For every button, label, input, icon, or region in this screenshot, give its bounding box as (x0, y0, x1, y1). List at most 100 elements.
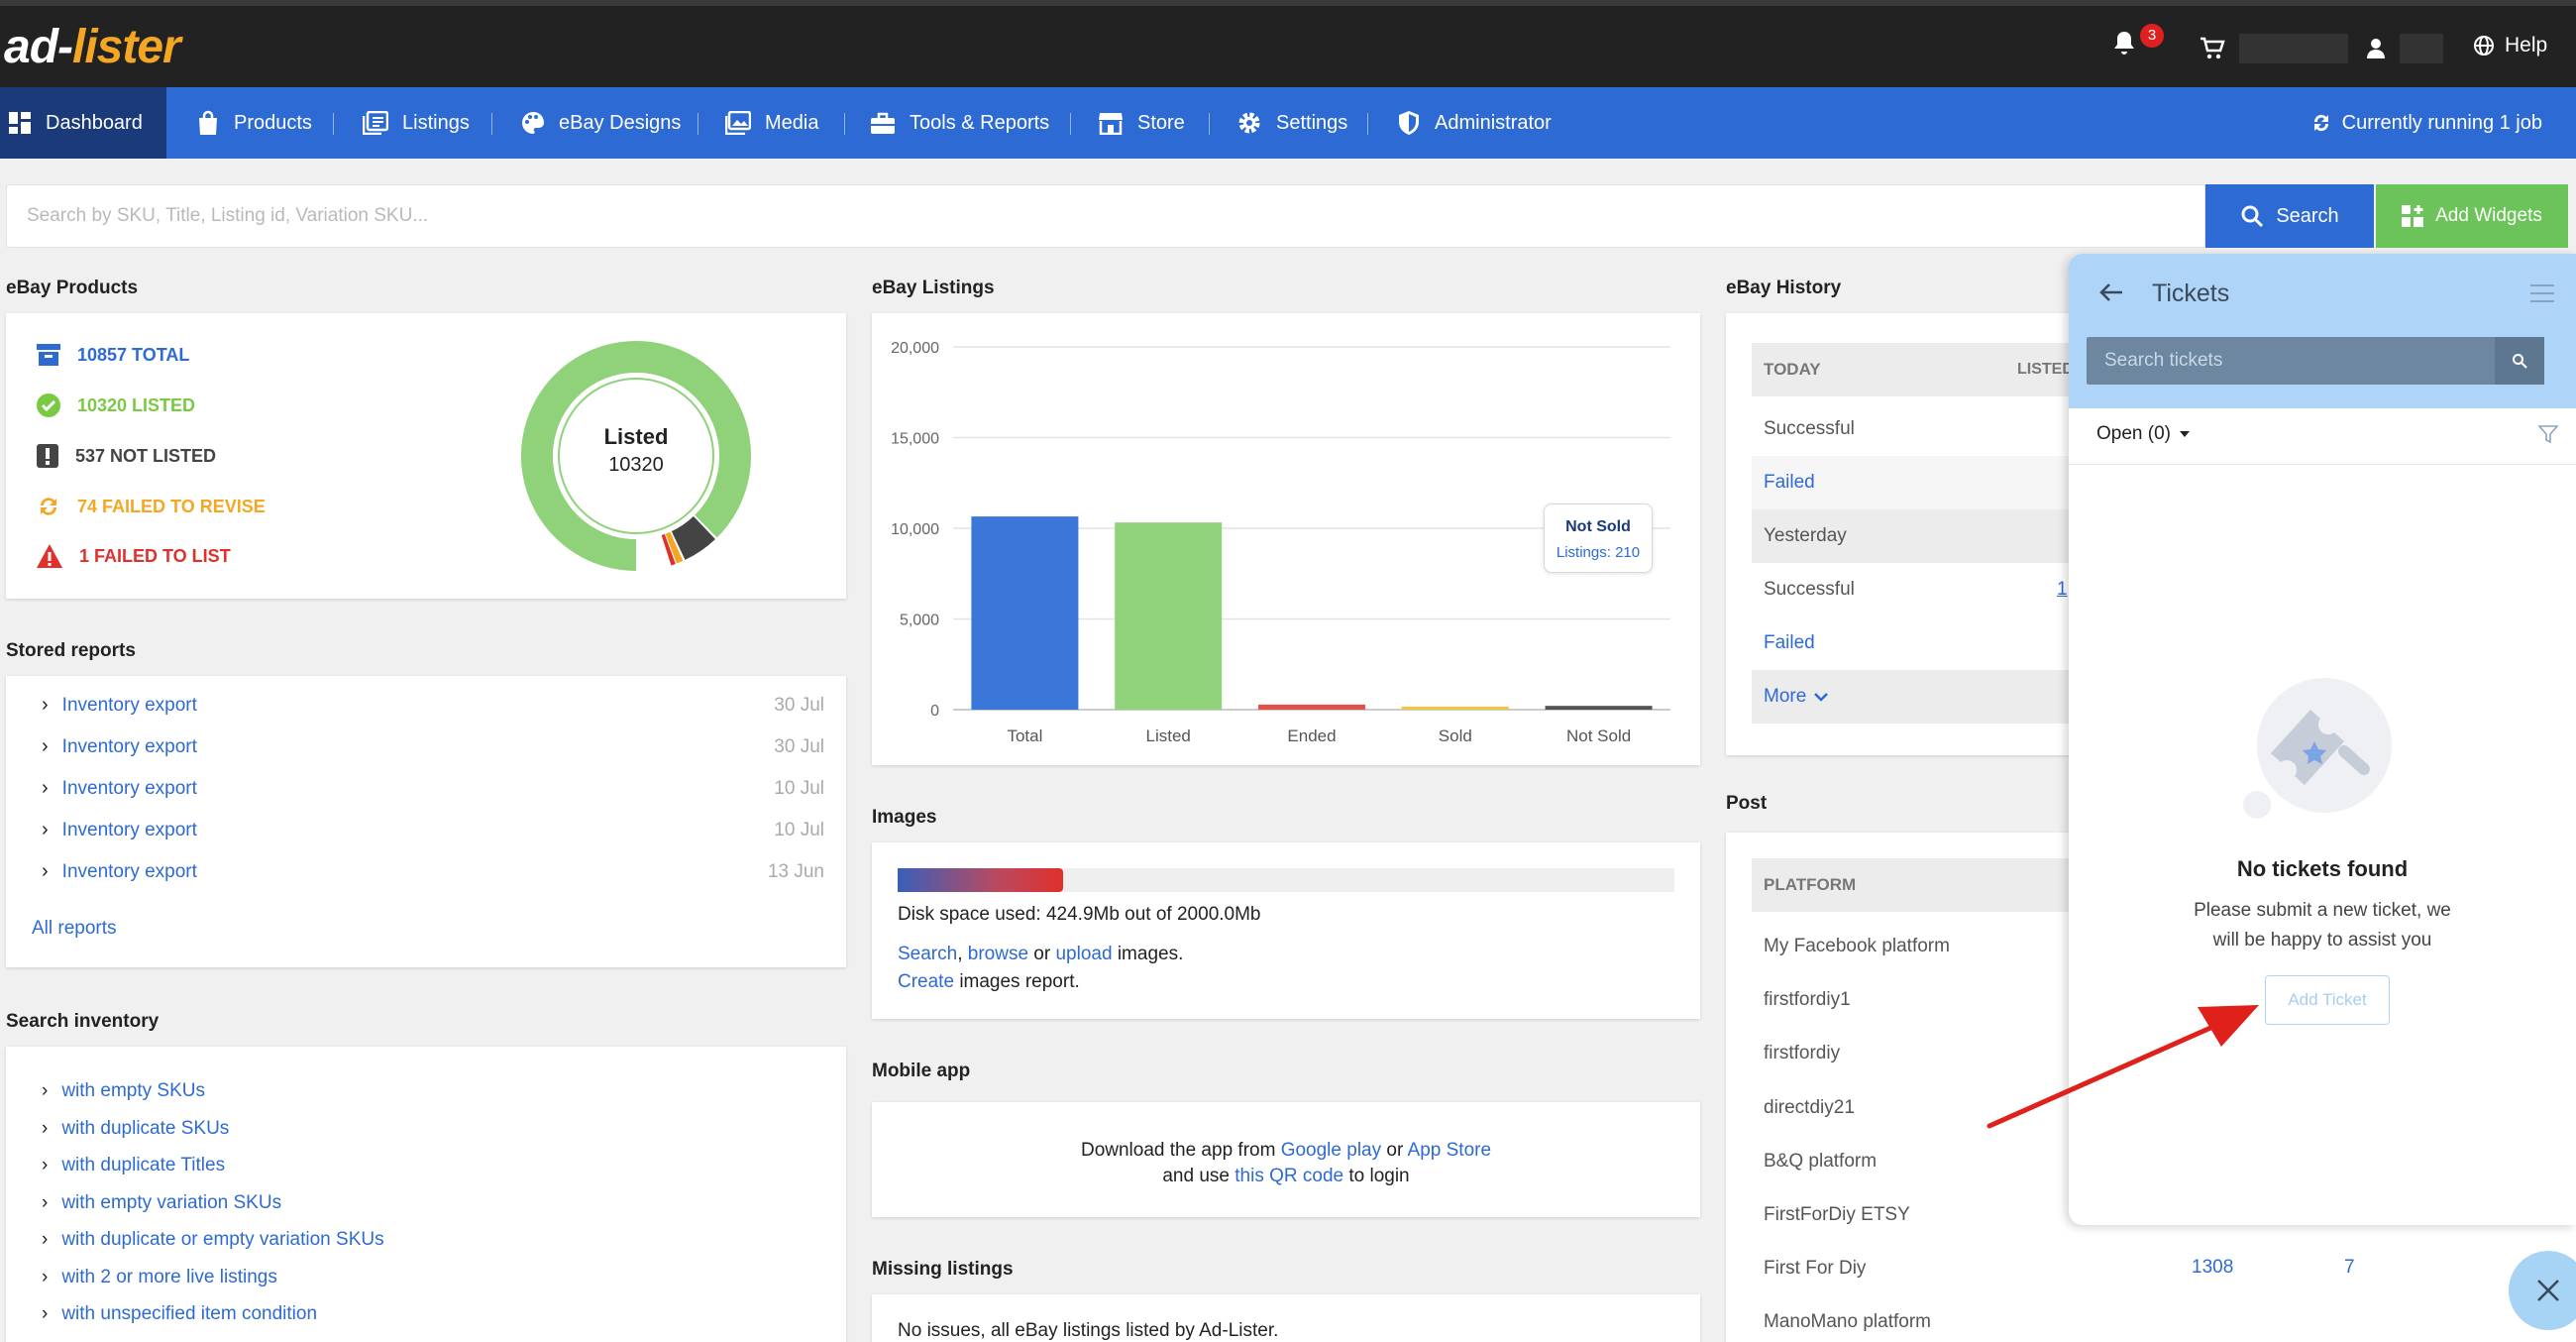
history-more-button[interactable]: More (1752, 670, 2069, 724)
app-logo[interactable]: ad-lister (4, 21, 181, 73)
images-card: Disk space used: 424.9Mb out of 2000.0Mb… (872, 842, 1700, 1019)
report-link[interactable]: Inventory export (61, 819, 197, 840)
report-row[interactable]: › Inventory export 13 Jun (42, 860, 824, 883)
notifications-button[interactable]: 3 (2112, 24, 2164, 57)
all-reports-link[interactable]: All reports (32, 918, 117, 939)
ticket-illustration-icon (2243, 678, 2392, 819)
nav-ebay-designs[interactable]: eBay Designs (521, 87, 681, 159)
globe-icon (2474, 36, 2494, 56)
history-row-failed-yesterday[interactable]: Failed (1764, 632, 1815, 653)
nav-products[interactable]: Products (196, 87, 312, 159)
inventory-search-link[interactable]: › with duplicate SKUs (42, 1117, 230, 1139)
report-row[interactable]: › Inventory export 30 Jul (42, 694, 824, 717)
filter-icon[interactable] (2538, 424, 2558, 444)
history-row-failed[interactable]: Failed (1752, 456, 2069, 509)
stat-failed-revise[interactable]: 74 FAILED TO REVISE (36, 494, 266, 519)
ebay-history-title: eBay History (1726, 278, 1842, 298)
tickets-search-button[interactable] (2495, 337, 2544, 385)
alert-square-icon (37, 444, 58, 468)
nav-listings[interactable]: Listings (363, 87, 470, 159)
report-date: 13 Jun (767, 860, 824, 882)
search-input[interactable] (7, 185, 2204, 247)
cart-button[interactable] (2200, 34, 2348, 63)
search-button[interactable]: Search (2205, 184, 2374, 248)
history-count-link[interactable]: 1 (2057, 579, 2068, 600)
widgets-icon (2402, 205, 2424, 227)
nav-tools-reports[interactable]: Tools & Reports (870, 87, 1049, 159)
stat-total[interactable]: 10857 TOTAL (36, 343, 189, 367)
disk-usage-fill (898, 868, 1063, 892)
search-bar (6, 184, 2205, 248)
y-tick-label: 0 (930, 703, 939, 720)
add-ticket-button[interactable]: Add Ticket (2265, 975, 2390, 1025)
qr-code-link[interactable]: this QR code (1234, 1166, 1344, 1186)
close-tickets-button[interactable] (2509, 1251, 2576, 1330)
bar-not-sold[interactable] (1545, 706, 1653, 710)
tickets-search-input[interactable] (2087, 337, 2483, 385)
report-link[interactable]: Inventory export (61, 694, 197, 716)
tickets-search (2087, 337, 2544, 385)
inventory-search-link[interactable]: › with 2 or more live listings (42, 1266, 277, 1287)
running-jobs-status[interactable]: Currently running 1 job (2310, 87, 2542, 159)
sync-warning-icon (41, 498, 56, 515)
report-link[interactable]: Inventory export (61, 860, 197, 882)
menu-icon[interactable] (2530, 283, 2554, 303)
archive-icon (37, 344, 60, 366)
history-row-successful: Successful (1764, 418, 1855, 439)
tickets-status-filter[interactable]: Open (0) (2096, 416, 2191, 452)
bar-listed[interactable] (1115, 522, 1223, 710)
stat-failed-list[interactable]: 1 FAILED TO LIST (36, 543, 231, 569)
nav-media[interactable]: Media (725, 87, 818, 159)
chevron-right-icon: › (42, 1229, 49, 1250)
images-upload-link[interactable]: upload (1055, 944, 1113, 964)
nav-separator (1209, 113, 1210, 135)
images-search-link[interactable]: Search (898, 944, 958, 964)
inventory-search-link[interactable]: › with unspecified item condition (42, 1303, 318, 1324)
report-row[interactable]: › Inventory export 10 Jul (42, 777, 824, 800)
help-link[interactable]: Help (2473, 34, 2547, 57)
google-play-link[interactable]: Google play (1280, 1140, 1382, 1161)
bar-total[interactable] (971, 516, 1079, 710)
nav-store[interactable]: Store (1098, 87, 1185, 159)
tickets-header: Tickets (2069, 254, 2576, 408)
caret-down-icon (2179, 431, 2190, 437)
check-badge-icon (37, 393, 60, 417)
chart-tooltip: Not Sold Listings: 210 (1544, 503, 1653, 573)
nav-administrator[interactable]: Administrator (1397, 87, 1552, 159)
chevron-right-icon: › (42, 1155, 49, 1175)
donut-label: Listed (603, 424, 669, 449)
user-menu[interactable] (2366, 34, 2443, 63)
bar-sold[interactable] (1401, 707, 1509, 710)
nav-separator (491, 113, 492, 135)
inventory-search-link[interactable]: › with duplicate Titles (42, 1155, 226, 1175)
mobile-app-line1: Download the app from Google play or App… (1080, 1140, 1492, 1161)
app-store-link[interactable]: App Store (1407, 1140, 1492, 1161)
first-for-diy-count-b[interactable]: 7 (2344, 1257, 2355, 1278)
report-row[interactable]: › Inventory export 30 Jul (42, 735, 824, 758)
report-link[interactable]: Inventory export (61, 777, 197, 799)
stat-listed[interactable]: 10320 LISTED (36, 392, 195, 418)
images-browse-link[interactable]: browse (967, 944, 1029, 964)
add-widgets-button[interactable]: Add Widgets (2376, 184, 2568, 248)
chevron-down-icon (1814, 693, 1829, 702)
report-row[interactable]: › Inventory export 10 Jul (42, 819, 824, 841)
tooltip-value: Listings: 210 (1556, 544, 1641, 561)
nav-settings[interactable]: Settings (1236, 87, 1347, 159)
notification-badge: 3 (2140, 24, 2164, 48)
inventory-search-link[interactable]: › with empty variation SKUs (42, 1191, 282, 1213)
y-tick-label: 15,000 (891, 431, 939, 448)
stat-not-listed[interactable]: 537 NOT LISTED (36, 443, 216, 469)
images-create-link[interactable]: Create (898, 971, 955, 992)
cart-icon (2200, 37, 2225, 59)
red-arrow-annotation (1986, 1005, 2259, 1129)
first-for-diy-count-a[interactable]: 1308 (2192, 1257, 2234, 1278)
bar-ended[interactable] (1258, 704, 1365, 710)
inventory-search-link[interactable]: › with duplicate or empty variation SKUs (42, 1229, 384, 1250)
back-arrow-icon[interactable] (2098, 281, 2124, 303)
inventory-search-link[interactable]: › with empty SKUs (42, 1080, 205, 1101)
stored-reports-title: Stored reports (6, 640, 136, 661)
nav-separator (1070, 113, 1071, 135)
mobile-app-title: Mobile app (872, 1061, 971, 1081)
nav-dashboard[interactable]: Dashboard (0, 87, 166, 159)
report-link[interactable]: Inventory export (61, 735, 197, 757)
